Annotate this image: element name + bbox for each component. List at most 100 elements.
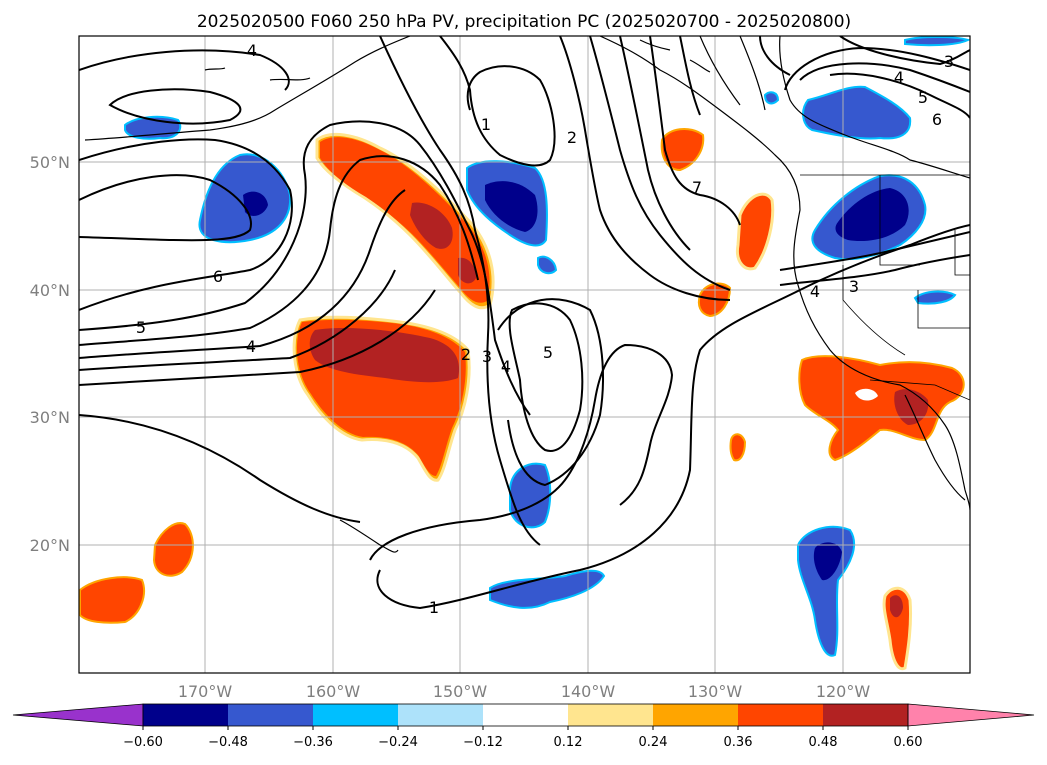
pv-contour: [829, 72, 970, 119]
pv-contour: [369, 343, 674, 561]
precip-negative-region: [802, 85, 912, 140]
precip-positive-region: [729, 433, 747, 462]
contour-label: 1: [481, 115, 491, 134]
pv-contour: [79, 189, 406, 359]
pv-contour: [619, 36, 691, 251]
precip-positive-regions: [79, 128, 965, 671]
colorbar-tick-label: 0.12: [554, 735, 583, 750]
pv-contour: [439, 36, 556, 167]
colorbar-segment: [823, 704, 908, 726]
pv-contour: [799, 62, 970, 93]
contour-label: 7: [692, 178, 702, 197]
longitude-labels: 170°W 160°W 150°W 140°W 130°W 120°W: [178, 682, 871, 701]
pv-contour: [559, 36, 731, 301]
contour-label: 5: [136, 318, 146, 337]
colorbar-tick-label: 0.60: [894, 735, 923, 750]
pv-contour: [784, 46, 970, 91]
gridlines: [79, 36, 970, 673]
lon-label-120w: 120°W: [816, 682, 871, 701]
pv-contour: [108, 88, 242, 125]
pv-contour: [79, 174, 252, 242]
pv-contour: [508, 302, 584, 452]
borders: [800, 174, 970, 401]
pv-contour: [79, 120, 531, 416]
colorbar-tick-label: 0.24: [639, 735, 668, 750]
colorbar-extend-low: [12, 703, 144, 727]
contour-label: 4: [247, 41, 257, 60]
colorbar-tick-label: −0.24: [378, 735, 418, 750]
precip-negative-regions: [124, 36, 970, 657]
precip-positive-region: [79, 576, 145, 624]
colorbar-tick-label: 0.36: [724, 735, 753, 750]
lat-label-40n: 40°N: [30, 281, 70, 300]
colorbar-segment: [398, 704, 483, 726]
colorbar-segment: [738, 704, 823, 726]
precip-negative-region: [913, 290, 957, 305]
precip-negative-region: [763, 91, 780, 105]
lon-label-130w: 130°W: [688, 682, 743, 701]
colorbar-tick-label: −0.60: [123, 735, 163, 750]
colorbar-segment: [653, 704, 738, 726]
pv-contour: [589, 36, 731, 291]
colorbar-segment: [568, 704, 653, 726]
pv-contour: [779, 231, 970, 271]
colorbar-tick-label: −0.12: [463, 735, 503, 750]
pv-contour: [79, 138, 293, 311]
colorbar-segment: [483, 704, 568, 726]
contour-label: 3: [944, 52, 954, 71]
colorbar-tick-label: −0.48: [208, 735, 248, 750]
precip-positive-region: [320, 137, 490, 303]
precip-positive-region: [458, 257, 476, 284]
lon-label-170w: 170°W: [178, 682, 233, 701]
pv-contour: [779, 254, 970, 286]
pv-contour: [679, 36, 701, 116]
colorbar-tick-label: −0.36: [293, 735, 333, 750]
latitude-labels: 50°N 40°N 30°N 20°N: [30, 153, 70, 555]
lat-label-30n: 30°N: [30, 408, 70, 427]
contour-label: 5: [543, 343, 553, 362]
lat-label-20n: 20°N: [30, 536, 70, 555]
precip-negative-region: [813, 542, 842, 581]
contour-label: 4: [501, 357, 511, 376]
coastlines: [84, 36, 970, 553]
contour-label: 4: [894, 68, 904, 87]
precip-positive-region: [309, 327, 460, 383]
precip-negative-region: [537, 255, 558, 275]
colorbar-segment: [143, 704, 228, 726]
pv-contour: [379, 36, 541, 546]
pv-contour: [759, 36, 791, 76]
pv-contour: [79, 155, 479, 346]
pv-contour: [649, 36, 741, 226]
precip-negative-region: [835, 188, 909, 242]
pv-contours: [79, 36, 970, 610]
precip-negative-region: [509, 462, 552, 529]
colorbar-extend-high: [907, 703, 1035, 727]
contour-label: 5: [918, 88, 928, 107]
contour-label: 2: [461, 345, 471, 364]
precip-negative-region: [485, 181, 538, 232]
contour-label: 3: [849, 277, 859, 296]
colorbar-segment: [228, 704, 313, 726]
pv-contour: [79, 49, 290, 91]
lon-label-140w: 140°W: [561, 682, 616, 701]
contour-labels: 4 6 5 4 1 2 2 3 4 5 7 1 4 5 6 3 4 3: [136, 41, 954, 617]
contour-label: 6: [213, 267, 223, 286]
precip-negative-region: [904, 36, 970, 47]
precip-positive-region: [152, 522, 194, 577]
colorbar: −0.60 −0.48 −0.36 −0.24 −0.12 0.12 0.24 0.36 0.4…: [12, 703, 1035, 750]
contour-label: 4: [246, 337, 256, 356]
pv-contour: [79, 414, 361, 523]
contour-label: 4: [810, 282, 820, 301]
precip-negative-region: [243, 191, 268, 216]
pv-contour: [79, 289, 436, 386]
figure-title: 2025020500 F060 250 hPa PV, precipitatio…: [197, 12, 851, 32]
colorbar-tick-label: 0.48: [809, 735, 838, 750]
colorbar-segment: [313, 704, 398, 726]
lon-label-150w: 150°W: [433, 682, 488, 701]
precip-positive-region: [410, 202, 453, 249]
pv-contour: [497, 298, 604, 487]
map-frame: [78, 35, 971, 674]
lon-label-160w: 160°W: [306, 682, 361, 701]
pv-contour: [376, 224, 970, 610]
